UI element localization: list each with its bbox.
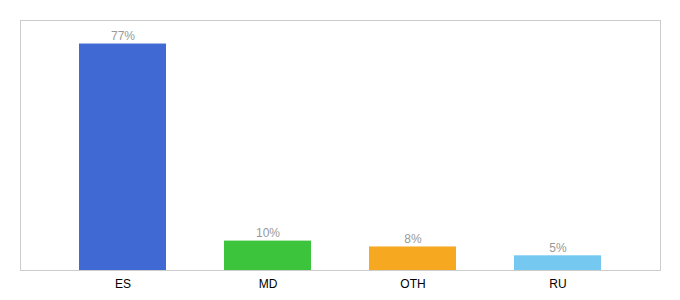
svg-text:RU: RU (549, 277, 566, 291)
svg-text:MD: MD (259, 277, 278, 291)
svg-text:10%: 10% (256, 226, 280, 240)
svg-text:8%: 8% (404, 232, 422, 246)
svg-text:77%: 77% (111, 29, 135, 43)
svg-text:OTH: OTH (400, 277, 425, 291)
svg-text:5%: 5% (549, 241, 567, 255)
svg-text:ES: ES (115, 277, 131, 291)
